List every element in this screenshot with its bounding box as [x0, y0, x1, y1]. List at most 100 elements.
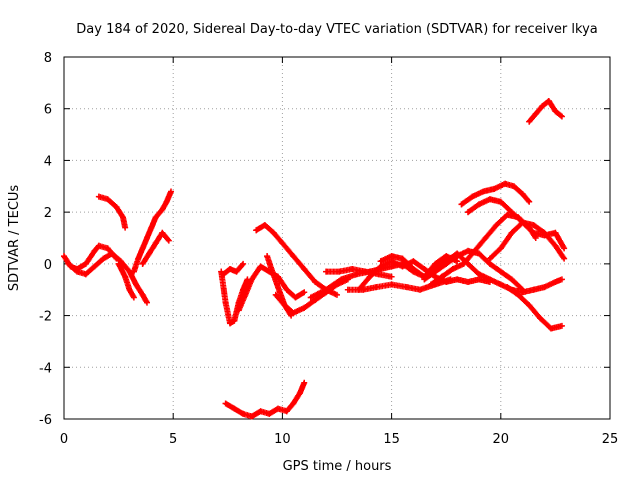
data-point: [497, 245, 504, 252]
data-point: [104, 196, 111, 203]
data-point: [312, 278, 319, 285]
data-point: [558, 322, 565, 329]
data-point: [399, 260, 406, 267]
data-point: [270, 229, 277, 236]
data-point: [469, 193, 476, 200]
data-point: [454, 258, 461, 265]
data-point: [475, 276, 482, 283]
data-point: [268, 266, 275, 273]
data-point: [388, 263, 395, 270]
y-tick-label: -4: [39, 361, 52, 376]
y-tick-label: 2: [44, 206, 52, 221]
data-point: [504, 211, 511, 218]
data-point: [148, 224, 155, 231]
data-point: [113, 203, 120, 210]
data-points: [61, 97, 568, 420]
x-tick-label: 5: [169, 432, 177, 447]
data-point: [504, 284, 511, 291]
data-point: [515, 291, 522, 298]
data-point: [119, 214, 126, 221]
data-point: [497, 268, 504, 275]
series-arc-11: [253, 222, 340, 298]
data-point: [240, 410, 247, 417]
data-point: [486, 196, 493, 203]
data-point: [163, 198, 170, 205]
series-arc-8: [220, 260, 247, 278]
data-point: [301, 266, 308, 273]
data-point: [465, 209, 472, 216]
data-point: [222, 299, 229, 306]
data-point: [482, 235, 489, 241]
data-point: [427, 281, 434, 288]
data-point: [475, 201, 482, 208]
data-point: [82, 260, 89, 267]
data-point: [248, 413, 255, 420]
data-point: [231, 317, 238, 324]
data-point: [443, 260, 450, 267]
data-point: [126, 286, 133, 293]
data-point: [545, 97, 552, 104]
x-tick-label: 10: [274, 432, 291, 447]
y-tick-label: -2: [39, 310, 52, 325]
data-point: [139, 260, 146, 267]
series-arc-2: [65, 250, 150, 306]
data-point: [526, 198, 533, 205]
data-point: [375, 271, 382, 278]
data-point: [301, 304, 308, 311]
data-point: [283, 286, 290, 293]
data-point: [502, 180, 509, 187]
data-point: [261, 222, 268, 229]
data-point: [146, 250, 153, 257]
data-point: [279, 240, 286, 247]
data-point: [91, 263, 98, 270]
data-point: [530, 229, 537, 236]
data-point: [264, 253, 271, 260]
data-point: [336, 268, 343, 275]
data-point: [421, 276, 428, 283]
data-point: [532, 110, 539, 117]
series-arc-25: [504, 284, 565, 332]
data-point: [152, 214, 159, 221]
data-point: [447, 276, 454, 283]
data-point: [257, 263, 264, 270]
data-point: [253, 227, 260, 234]
data-point: [248, 276, 255, 283]
data-point: [552, 242, 559, 249]
data-point: [497, 198, 504, 205]
series-arc-10: [222, 379, 308, 420]
data-point: [122, 224, 129, 231]
data-point: [159, 229, 166, 236]
data-point: [388, 281, 395, 288]
y-tick-label: 8: [44, 51, 52, 66]
series-arc-22: [458, 180, 533, 208]
data-point: [438, 273, 445, 280]
data-point: [292, 294, 299, 301]
data-point: [139, 291, 146, 298]
data-point: [460, 260, 467, 267]
series-arc-6: [139, 229, 172, 267]
data-point: [275, 284, 282, 291]
data-point: [432, 268, 439, 275]
series-arc-26: [526, 97, 565, 125]
data-point: [552, 278, 559, 285]
data-point: [242, 291, 249, 298]
data-point: [323, 286, 330, 293]
y-axis-label: SDTVAR / TECUs: [7, 185, 22, 292]
series-arc-14: [307, 260, 406, 301]
data-point: [226, 266, 233, 273]
grid: [64, 57, 610, 419]
data-point: [360, 286, 367, 293]
data-point: [519, 191, 526, 198]
data-point: [130, 268, 137, 275]
data-point: [115, 260, 122, 267]
data-point: [323, 268, 330, 275]
data-point: [159, 206, 166, 213]
data-point: [465, 247, 472, 254]
data-point: [471, 247, 478, 254]
y-tick-label: 6: [44, 103, 52, 118]
data-point: [296, 390, 303, 397]
data-point: [454, 276, 461, 283]
data-point: [377, 258, 384, 265]
data-point: [152, 240, 159, 247]
data-point: [480, 188, 487, 195]
